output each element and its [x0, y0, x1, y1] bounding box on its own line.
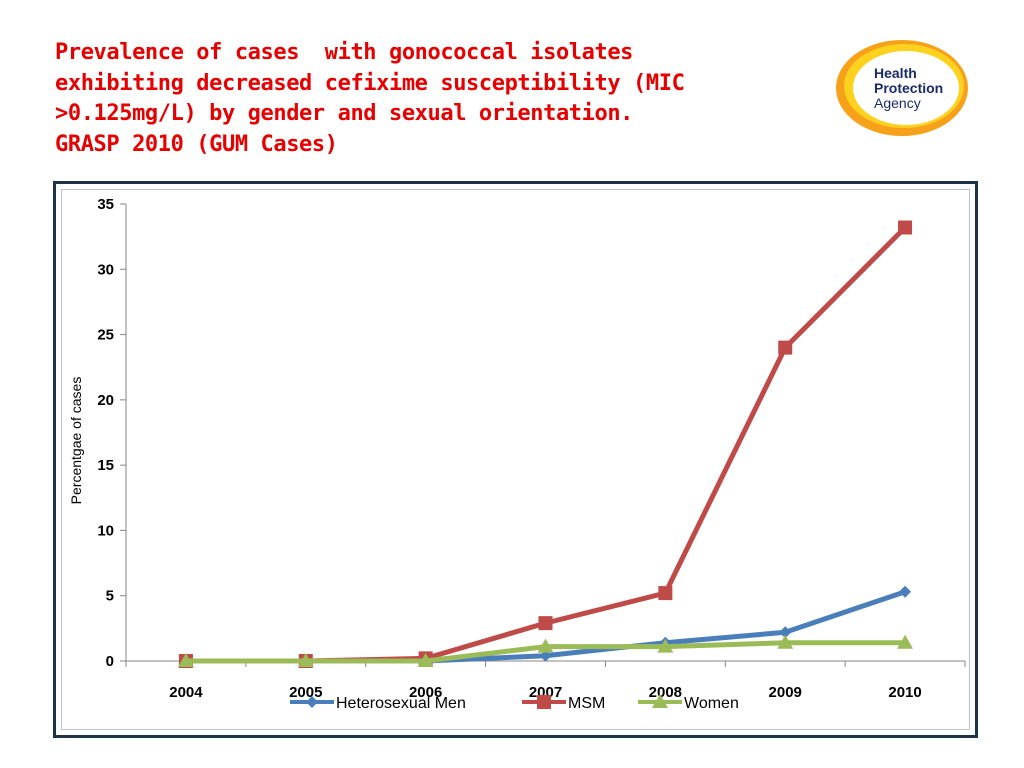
legend-item: Women — [638, 694, 739, 712]
data-point-triangle — [777, 634, 794, 649]
data-point-triangle — [177, 653, 194, 667]
slide-title-line-4: GRASP 2010 (GUM Cases) — [55, 131, 338, 157]
x-tick-label: 2005 — [289, 684, 322, 701]
data-point-square — [658, 586, 673, 601]
logo-line-1: Health — [874, 65, 917, 81]
slide-title-line-3: >0.125mg/L) by gender and sexual orienta… — [55, 101, 634, 126]
series-msm — [178, 220, 913, 668]
data-point-square — [538, 616, 553, 631]
y-tick-label: 20 — [97, 392, 114, 409]
legend-label: Women — [684, 695, 739, 712]
x-tick-label: 2004 — [169, 684, 203, 701]
legend-label: Heterosexual Men — [336, 695, 466, 712]
y-tick-label: 15 — [97, 457, 114, 474]
data-point-triangle — [652, 694, 668, 708]
data-point-square — [537, 695, 551, 709]
x-tick-label: 2010 — [888, 684, 921, 701]
slide-title: Prevalence of cases with gonococcal isol… — [55, 38, 815, 160]
series-women — [177, 634, 914, 667]
data-point-square — [778, 340, 793, 355]
chart-series — [177, 220, 914, 668]
data-point-diamond — [779, 626, 792, 639]
x-tick-label: 2009 — [769, 684, 802, 701]
series-line — [185, 225, 907, 664]
data-point-triangle — [297, 653, 314, 667]
x-tick-label: 2008 — [649, 684, 682, 701]
slide-title-line-1: Prevalence of cases with gonococcal isol… — [55, 40, 634, 65]
data-point-square — [898, 220, 913, 235]
data-point-triangle — [417, 653, 434, 667]
legend-item: Heterosexual Men — [290, 695, 466, 712]
logo-line-3: Agency — [874, 95, 921, 111]
x-tick-label: 2006 — [409, 684, 442, 701]
chart-area: 0 5 10 15 20 25 30 35 2004 2005 2006 2007 2008 2009 20… — [61, 189, 970, 730]
data-point-diamond — [899, 585, 912, 598]
legend-label: MSM — [568, 695, 605, 712]
chart-legend: Heterosexual Men MSM Women — [290, 694, 739, 712]
y-tick-label: 5 — [106, 588, 114, 605]
chart-frame: 0 5 10 15 20 25 30 35 2004 2005 2006 2007 2008 2009 20… — [53, 181, 978, 738]
y-axis-title: Percentgae of cases — [68, 377, 84, 505]
logo-center-icon — [853, 51, 959, 125]
y-tick-label: 30 — [97, 261, 114, 278]
data-point-triangle — [897, 634, 914, 649]
legend-item: MSM — [522, 695, 605, 712]
y-tick-label: 35 — [97, 196, 114, 213]
y-tick-label: 0 — [106, 653, 114, 670]
health-protection-agency-logo: Health Protection Agency — [836, 40, 968, 136]
y-tick-label: 25 — [97, 327, 114, 344]
slide-title-line-2: exhibiting decreased cefixime susceptibi… — [55, 70, 685, 96]
data-point-diamond — [539, 649, 552, 662]
data-point-diamond — [306, 696, 318, 708]
data-point-triangle — [657, 638, 674, 653]
data-point-triangle — [537, 638, 554, 653]
logo-line-2: Protection — [874, 80, 943, 96]
y-tick-label: 10 — [97, 522, 114, 539]
